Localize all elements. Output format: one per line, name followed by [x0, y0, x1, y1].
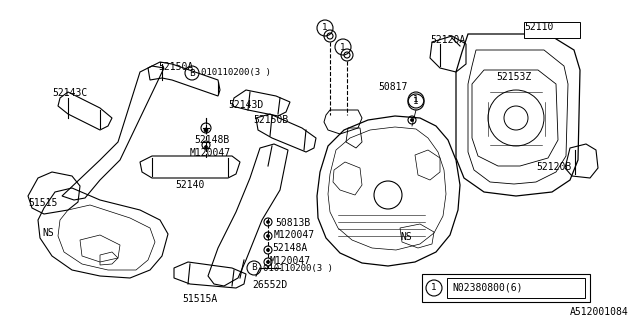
- Text: 1: 1: [340, 43, 346, 52]
- Text: NS: NS: [42, 228, 54, 238]
- Text: M120047: M120047: [270, 256, 311, 266]
- Circle shape: [266, 220, 269, 223]
- Circle shape: [410, 118, 413, 122]
- Text: M120047: M120047: [274, 230, 315, 240]
- Text: 1: 1: [431, 284, 437, 292]
- Text: 26552D: 26552D: [252, 280, 287, 290]
- Text: 52143C: 52143C: [52, 88, 87, 98]
- Text: B: B: [251, 263, 257, 273]
- Text: 52140: 52140: [175, 180, 204, 190]
- Text: 52110: 52110: [524, 22, 554, 32]
- Text: 1: 1: [413, 95, 419, 105]
- Circle shape: [204, 128, 208, 132]
- Circle shape: [266, 249, 269, 252]
- Text: 52143D: 52143D: [228, 100, 263, 110]
- Circle shape: [266, 260, 269, 263]
- Bar: [447, 278, 585, 298]
- Text: 52148A: 52148A: [272, 243, 307, 253]
- Text: 1: 1: [413, 98, 419, 107]
- Text: A512001084: A512001084: [570, 307, 628, 317]
- Text: 52120A: 52120A: [430, 35, 465, 45]
- Text: 010110200(3 ): 010110200(3 ): [263, 263, 333, 273]
- Text: M120047: M120047: [190, 148, 231, 158]
- Bar: [524, 22, 580, 38]
- Text: 52148B: 52148B: [194, 135, 229, 145]
- Text: 51515A: 51515A: [182, 294, 217, 304]
- Text: 1: 1: [322, 23, 328, 33]
- Text: 50813B: 50813B: [275, 218, 310, 228]
- Text: 50817: 50817: [378, 82, 408, 92]
- Text: 52150A: 52150A: [158, 62, 193, 72]
- Text: N02380800(6): N02380800(6): [452, 283, 522, 293]
- Text: 51515: 51515: [28, 198, 58, 208]
- Bar: [422, 274, 590, 302]
- Text: B: B: [189, 68, 195, 77]
- Text: 52120B: 52120B: [536, 162, 572, 172]
- Circle shape: [266, 235, 269, 237]
- Text: 52150B: 52150B: [253, 115, 288, 125]
- Circle shape: [205, 146, 207, 148]
- Text: 010110200(3 ): 010110200(3 ): [201, 68, 271, 77]
- Text: 52153Z: 52153Z: [496, 72, 531, 82]
- Text: NS: NS: [400, 232, 412, 242]
